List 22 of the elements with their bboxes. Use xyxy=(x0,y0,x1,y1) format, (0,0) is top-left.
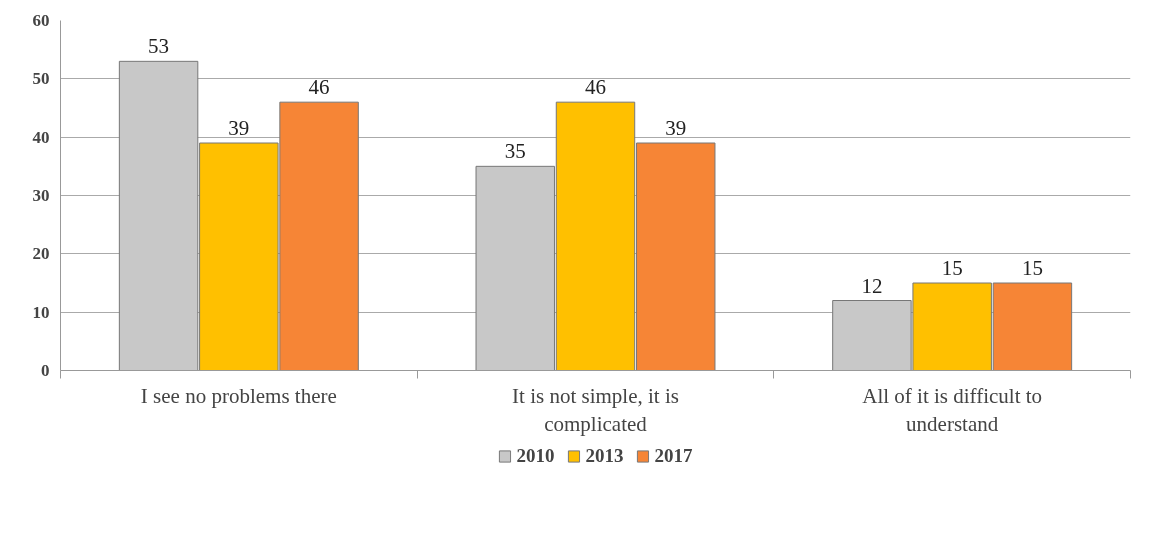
data-label: 39 xyxy=(665,116,687,140)
y-tick-label: 0 xyxy=(41,361,50,380)
y-tick-label: 10 xyxy=(32,302,50,322)
x-tick-label: It is not simple, it is complicated xyxy=(512,383,679,437)
data-label: 53 xyxy=(148,34,170,59)
data-label: 15 xyxy=(1021,256,1043,280)
x-tick-label: I see no problems there xyxy=(140,383,337,408)
y-tick-label: 60 xyxy=(32,11,50,30)
data-label: 35 xyxy=(504,139,526,164)
data-label: 46 xyxy=(308,75,330,100)
x-tick-label: All of it is difficult to understand xyxy=(862,383,1043,437)
legend-label: 2010 xyxy=(516,445,555,467)
y-tick-label: 50 xyxy=(32,69,50,89)
y-tick-label: 30 xyxy=(32,186,50,205)
legend-label: 2017 xyxy=(654,445,693,467)
legend-label: 2013 xyxy=(585,445,624,467)
y-tick-label: 20 xyxy=(32,244,50,264)
data-label: 39 xyxy=(228,116,250,140)
data-label: 12 xyxy=(861,273,883,298)
data-label: 15 xyxy=(941,256,963,280)
data-label: 46 xyxy=(585,75,606,100)
y-tick-label: 40 xyxy=(32,127,50,147)
